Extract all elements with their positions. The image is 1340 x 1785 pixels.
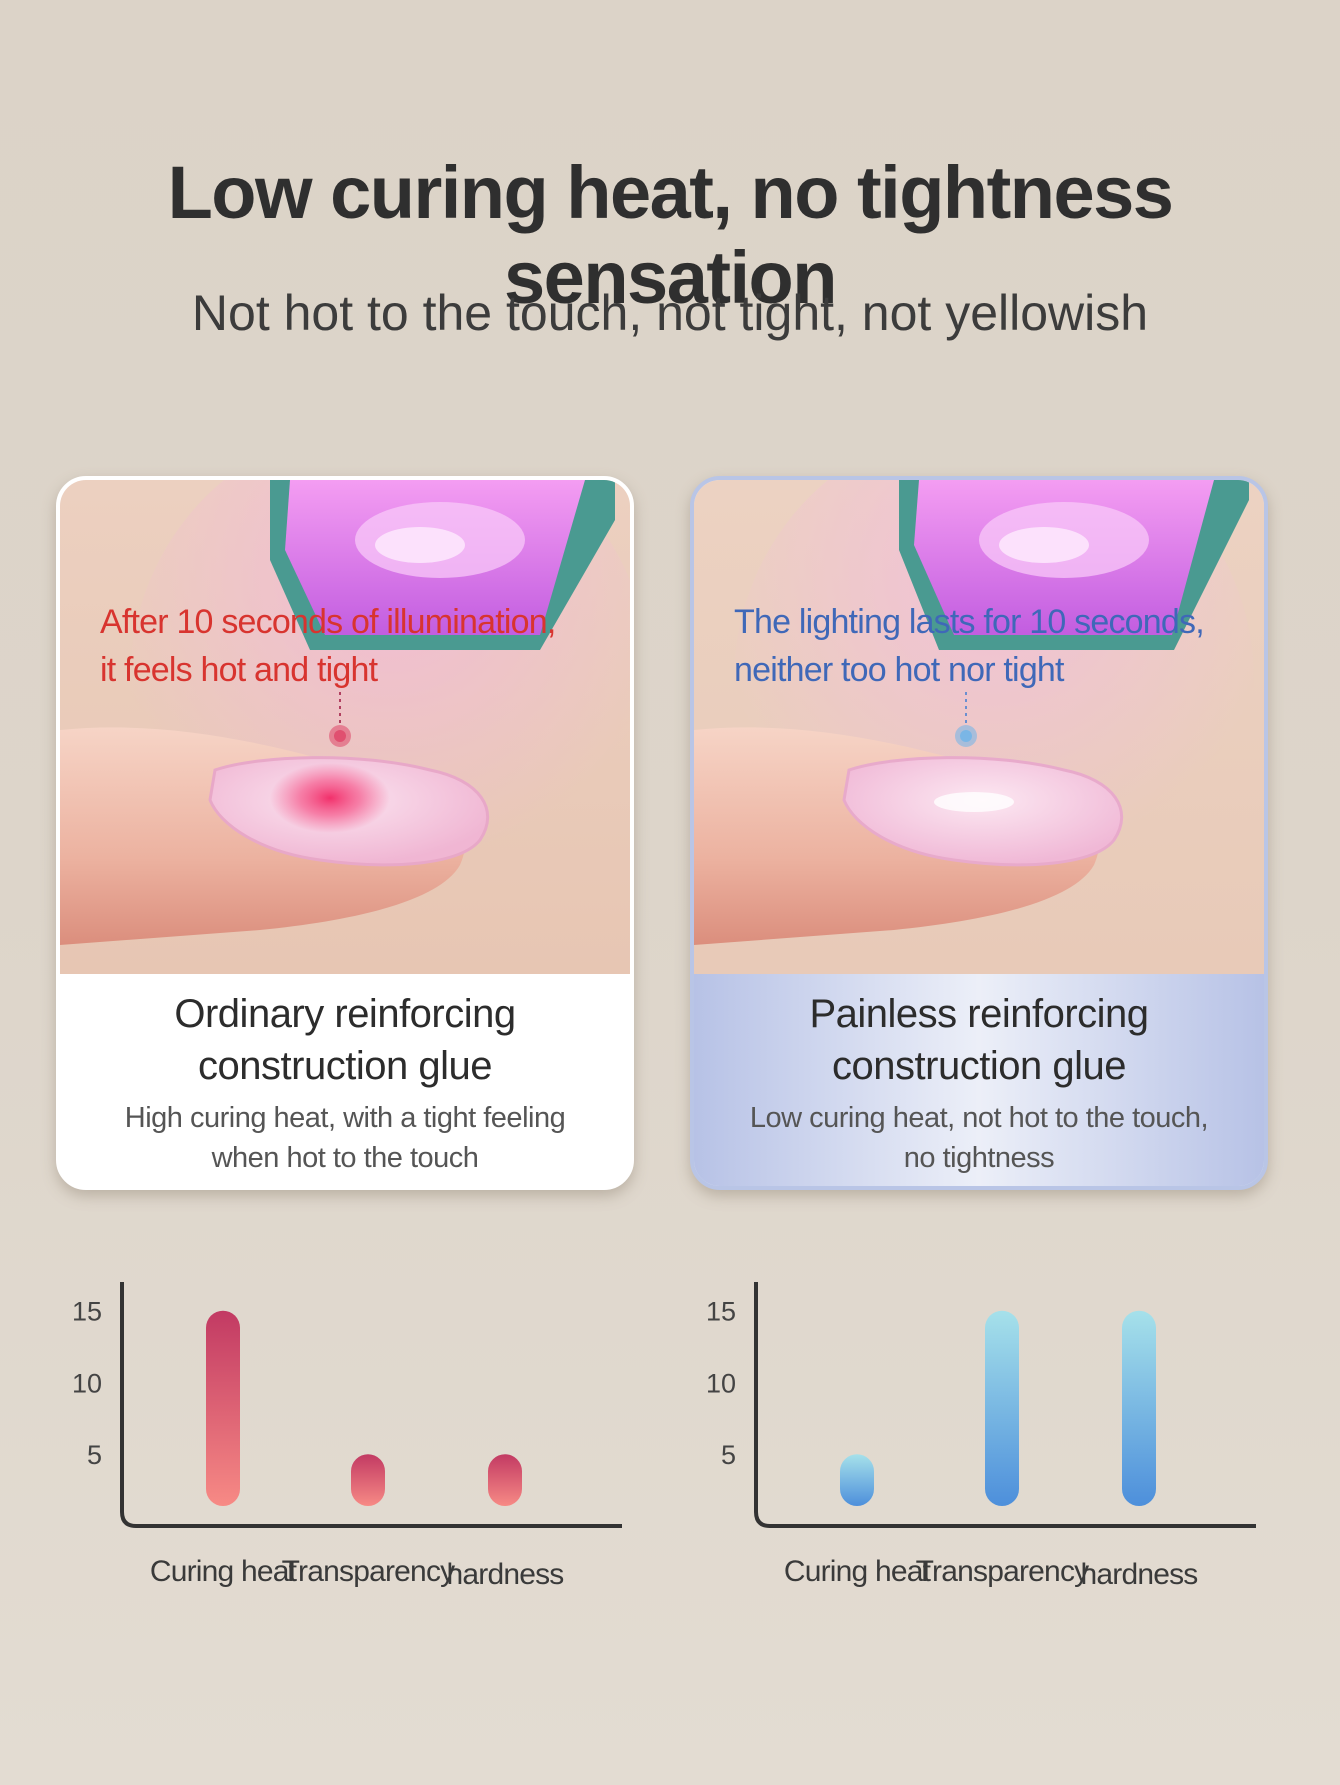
card-description: Low curing heat, not hot to the touch, n… [749,1102,1209,1174]
uv-lamp-finger-illustration-cool [694,480,1264,974]
headline: Low curing heat, no tightness sensation [167,151,1174,319]
painless-glue-chart: 5 10 15 Curing heat Transparency hardness [690,1270,1270,1600]
bar-hardness [1122,1310,1156,1506]
category-label: hardness [1080,1558,1197,1591]
category-label: Transparency [282,1555,455,1588]
y-tick-label: 5 [721,1440,736,1470]
uv-lamp-finger-illustration-hot [60,480,630,974]
category-label: hardness [446,1558,563,1591]
card-title: Ordinary reinforcing construction glue [174,992,516,1088]
y-tick-label: 10 [706,1368,736,1398]
card-title: Painless reinforcing construction glue [809,992,1149,1088]
ordinary-glue-caption: Ordinary reinforcing construction glue H… [60,974,630,1186]
bar-curing-heat [206,1310,240,1506]
card-description: High curing heat, with a tight feeling w… [124,1102,566,1174]
bar-transparency [985,1310,1019,1506]
ordinary-glue-card: After 10 seconds of illumination, it fee… [56,476,634,1190]
y-tick-label: 10 [72,1368,102,1398]
heat-note: After 10 seconds of illumination, it fee… [100,603,556,689]
y-tick-label: 15 [706,1297,736,1327]
chart-axis [120,1282,622,1528]
category-label: Curing heat [784,1555,932,1588]
y-tick-label: 5 [87,1440,102,1470]
category-label: Transparency [916,1555,1090,1588]
y-tick-label: 15 [72,1297,102,1327]
cool-note: The lighting lasts for 10 seconds, neith… [734,603,1205,689]
category-label: Curing heat [150,1555,298,1588]
bar-curing-heat [840,1454,874,1506]
ordinary-glue-photo: After 10 seconds of illumination, it fee… [60,480,630,974]
ordinary-glue-chart: 5 10 15 Curing heat Transparency hardness [56,1270,636,1600]
subheadline: Not hot to the touch, not tight, not yel… [191,285,1149,341]
painless-glue-card: The lighting lasts for 10 seconds, neith… [690,476,1268,1190]
bar-transparency [351,1454,385,1506]
painless-glue-caption: Painless reinforcing construction glue L… [694,974,1264,1186]
chart-axis [754,1282,1256,1528]
painless-glue-photo: The lighting lasts for 10 seconds, neith… [694,480,1264,974]
bar-hardness [488,1454,522,1506]
